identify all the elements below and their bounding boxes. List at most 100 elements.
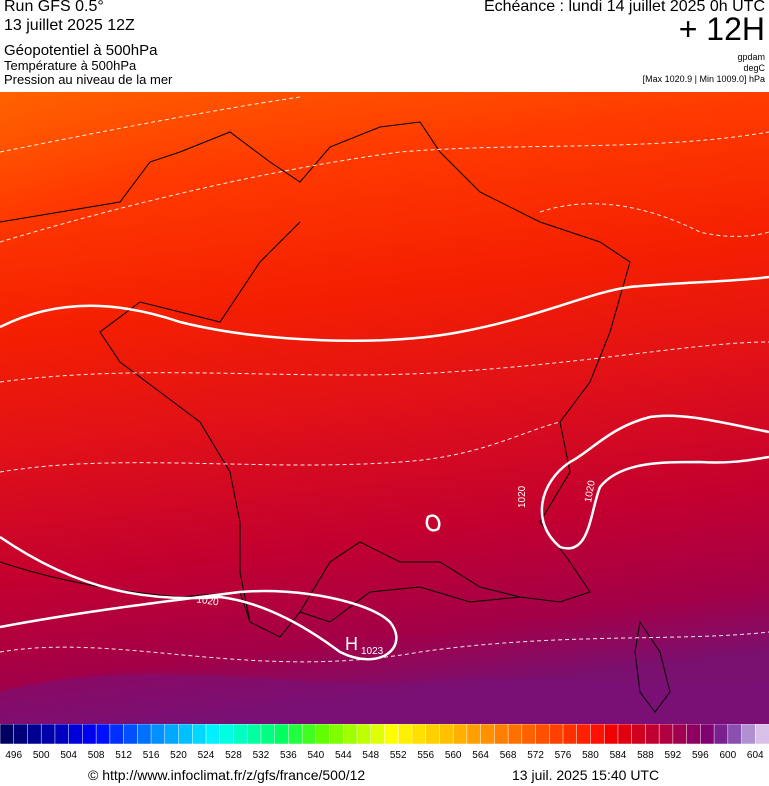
colorbar-swatch	[260, 724, 276, 745]
isotherms	[0, 96, 769, 663]
colorbar-swatch	[95, 724, 111, 745]
colorbar-swatch	[658, 724, 674, 745]
colorbar-swatch	[535, 724, 551, 745]
colorbar-swatch	[192, 724, 207, 745]
colorbar-swatch	[603, 724, 619, 745]
colorbar-tick-label: 528	[225, 750, 242, 761]
colorbar-swatch	[40, 724, 56, 745]
colorbar-swatch	[631, 724, 647, 745]
colorbar-swatch	[549, 724, 564, 745]
colorbar-swatch	[137, 724, 152, 745]
colorbar-tick-label: 544	[335, 750, 352, 761]
colorbar-tick-label: 524	[198, 750, 215, 761]
colorbar: 496 500 504 508 512 516 520 524 528 532 536 540 544 5…	[0, 724, 769, 761]
colorbar-swatch	[672, 724, 688, 745]
colorbar-swatch	[397, 724, 413, 745]
colorbar-tick-label: 580	[582, 750, 599, 761]
colorbar-tick-label: 560	[445, 750, 462, 761]
pressure-range: [Max 1020.9 | Min 1009.0] hPa	[642, 74, 765, 84]
colorbar-tick-label: 496	[5, 750, 22, 761]
colorbar-swatch	[741, 724, 757, 745]
colorbar-swatch	[329, 724, 345, 745]
colorbar-swatch	[617, 724, 633, 745]
unit: degC	[743, 63, 765, 73]
colorbar-tick-label: 592	[665, 750, 682, 761]
colorbar-swatch	[109, 724, 125, 745]
colorbar-swatch	[150, 724, 166, 745]
isobar-label: 1020	[583, 479, 598, 503]
colorbar-tick-label: 520	[170, 750, 187, 761]
source-url: © http://www.infoclimat.fr/z/gfs/france/…	[88, 767, 366, 783]
colorbar-swatch	[452, 724, 468, 745]
colorbar-swatch	[507, 724, 523, 745]
field-title: Géopotentiel à 500hPa	[4, 42, 158, 59]
colorbar-swatch	[178, 724, 193, 745]
unit: gpdam	[737, 52, 765, 62]
colorbar-tick-label: 548	[362, 750, 379, 761]
run-date: 13 juillet 2025 12Z	[4, 17, 135, 34]
colorbar-tick-label: 536	[280, 750, 297, 761]
colorbar-tick-label: 564	[472, 750, 489, 761]
colorbar-tick-label: 568	[500, 750, 517, 761]
forecast-time: Echéance : lundi 14 juillet 2025 0h UTC	[483, 0, 765, 15]
colorbar-swatch	[233, 724, 248, 745]
colorbar-swatch	[0, 724, 15, 745]
colorbar-tick-label: 512	[115, 750, 132, 761]
colorbar-swatch	[576, 724, 592, 745]
colorbar-swatch	[274, 724, 290, 745]
colorbar-swatch	[439, 724, 454, 745]
colorbar-swatch	[54, 724, 70, 745]
colorbar-tick-label: 588	[637, 750, 654, 761]
colorbar-swatch	[494, 724, 509, 745]
colorbar-tick-label: 552	[390, 750, 407, 761]
colorbar-swatch	[301, 724, 317, 745]
cold-area	[0, 673, 769, 724]
colorbar-tick-label: 500	[33, 750, 50, 761]
colorbar-tick-label: 556	[417, 750, 434, 761]
colorbar-swatch	[123, 724, 139, 745]
colorbar-swatch	[164, 724, 180, 745]
colorbar-swatch	[315, 724, 331, 745]
colorbar-swatch	[480, 724, 496, 745]
colorbar-swatch	[466, 724, 482, 745]
colorbar-swatch	[384, 724, 399, 745]
colorbar-tick-label: 572	[527, 750, 544, 761]
colorbar-swatch	[713, 724, 729, 745]
field-subtitle: Pression au niveau de la mer	[4, 72, 173, 87]
colorbar-swatch	[686, 724, 702, 745]
colorbar-swatch	[370, 724, 386, 745]
colorbar-tick-label: 596	[692, 750, 709, 761]
colorbar-tick-label: 540	[307, 750, 324, 761]
colorbar-swatch	[205, 724, 221, 745]
colorbar-tick-label: 504	[60, 750, 77, 761]
high-value: 1023	[361, 646, 384, 657]
colorbar-tick-label: 600	[719, 750, 736, 761]
colorbar-swatch	[356, 724, 372, 745]
colorbar-swatch	[590, 724, 605, 745]
colorbar-swatch	[13, 724, 29, 745]
colorbar-swatch	[521, 724, 537, 745]
field-subtitle: Température à 500hPa	[4, 58, 137, 73]
colorbar-swatch	[68, 724, 84, 745]
colorbar-tick-label: 508	[88, 750, 105, 761]
colorbar-tick-label: 576	[555, 750, 572, 761]
colorbar-swatch	[219, 724, 235, 745]
run-title: Run GFS 0.5°	[4, 0, 104, 15]
map: 1020 1020 1020 H 1023	[0, 92, 769, 724]
colorbar-swatch	[562, 724, 578, 745]
colorbar-swatch	[27, 724, 42, 745]
colorbar-swatch	[755, 724, 769, 745]
isobar-label: 1020	[517, 485, 528, 508]
isobar-label: 1020	[196, 594, 220, 608]
colorbar-tick-label: 584	[610, 750, 627, 761]
colorbar-swatch	[425, 724, 441, 745]
colorbar-swatch	[343, 724, 358, 745]
colorbar-swatch	[700, 724, 715, 745]
colorbar-swatch	[645, 724, 660, 745]
warm-area	[0, 92, 300, 312]
colorbar-swatch	[82, 724, 97, 745]
colorbar-swatch	[411, 724, 427, 745]
colorbar-tick-label: 604	[747, 750, 764, 761]
lead-time: + 12H	[678, 11, 765, 47]
colorbar-swatch	[288, 724, 303, 745]
